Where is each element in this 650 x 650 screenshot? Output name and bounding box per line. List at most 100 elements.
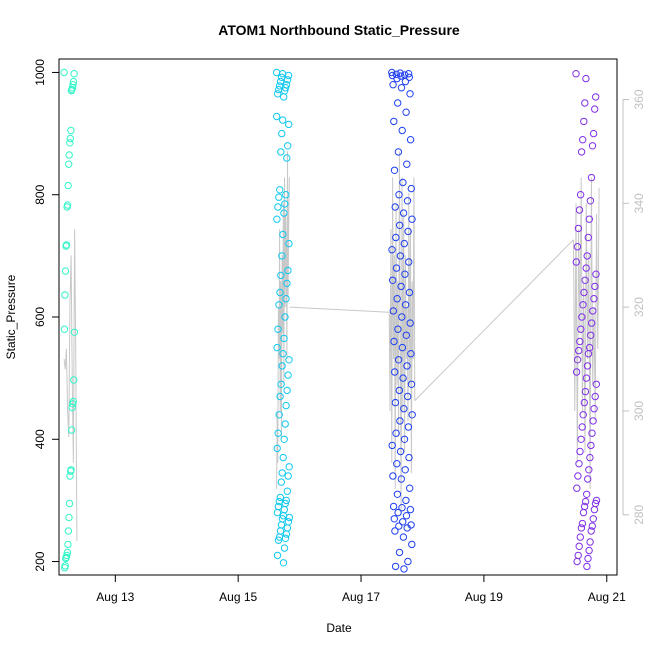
data-point [276, 186, 284, 194]
data-point [577, 524, 586, 532]
data-point [576, 191, 585, 199]
data-point [574, 472, 582, 480]
data-point [389, 307, 397, 315]
data-point [389, 502, 398, 511]
y-axis-label: Static_Pressure [4, 274, 18, 359]
data-point [395, 522, 403, 530]
data-point [402, 108, 410, 116]
data-point [284, 266, 292, 275]
data-point [402, 512, 411, 520]
data-point [399, 533, 408, 541]
data-point [582, 374, 591, 382]
secondary-series-line [289, 306, 390, 313]
data-point [275, 193, 283, 201]
data-point [408, 411, 416, 419]
data-point [64, 527, 73, 535]
data-point [284, 142, 292, 150]
data-point [395, 386, 403, 395]
data-point [69, 400, 77, 408]
data-point [406, 136, 415, 144]
data-point [281, 313, 289, 321]
data-point [582, 264, 590, 272]
secondary-series-line [63, 229, 78, 541]
data-point [282, 530, 291, 538]
data-point [284, 472, 292, 480]
data-point [390, 337, 398, 346]
data-point [389, 472, 397, 480]
data-point [394, 148, 403, 156]
data-point [277, 148, 285, 156]
data-point [392, 429, 400, 437]
data-point [588, 142, 597, 150]
data-point [273, 343, 281, 352]
data-point [63, 203, 71, 211]
data-point [390, 117, 398, 126]
data-point [581, 497, 590, 506]
data-point [393, 490, 402, 498]
data-point [588, 522, 596, 530]
data-point [580, 117, 588, 126]
data-point [400, 435, 409, 443]
data-point [589, 417, 597, 425]
data-point [278, 469, 286, 477]
data-point [398, 504, 406, 512]
secondary-series-lines [63, 151, 600, 541]
data-point [273, 551, 282, 560]
data-point [585, 215, 593, 223]
data-point [577, 325, 585, 333]
data-point [277, 380, 285, 388]
data-point [284, 371, 292, 379]
data-point [581, 387, 590, 396]
x-tick-label: Aug 17 [342, 590, 380, 604]
data-point [389, 81, 397, 89]
data-point [391, 562, 400, 571]
data-point [285, 356, 293, 364]
data-point [283, 524, 292, 532]
data-point [585, 466, 593, 474]
data-point [281, 84, 290, 92]
data-point [275, 411, 283, 419]
data-point [65, 160, 73, 168]
data-point [404, 557, 412, 566]
data-point [60, 564, 69, 572]
data-point [68, 403, 76, 412]
data-point [281, 534, 290, 542]
data-point [591, 282, 599, 291]
data-point [283, 279, 291, 288]
data-point [61, 291, 69, 299]
data-point [278, 252, 286, 260]
data-point [403, 362, 411, 370]
data-point [277, 271, 285, 280]
data-point [279, 230, 287, 239]
data-point [283, 76, 292, 84]
data-point [280, 334, 288, 343]
data-point [274, 203, 282, 211]
data-point [589, 129, 598, 138]
data-point [273, 112, 281, 121]
y-tick-label: 600 [33, 307, 47, 327]
data-point [64, 181, 72, 190]
data-point [590, 295, 598, 303]
data-point [579, 301, 587, 309]
data-point [580, 398, 588, 407]
data-point [592, 380, 600, 388]
data-point [583, 490, 591, 498]
data-point [583, 252, 591, 260]
data-point [575, 206, 584, 214]
data-point [283, 487, 291, 495]
data-point [388, 246, 396, 254]
data-point [61, 554, 70, 563]
data-point [396, 417, 404, 425]
data-point [391, 368, 399, 376]
data-point [60, 68, 68, 77]
data-point [576, 533, 584, 541]
data-point [284, 518, 293, 526]
data-point [65, 513, 73, 522]
data-point [586, 538, 594, 546]
x-tick-label: Aug 13 [96, 590, 134, 604]
data-point [276, 77, 285, 86]
data-point [403, 160, 411, 168]
data-point [407, 380, 416, 388]
data-point [277, 521, 286, 529]
data-point [67, 87, 76, 95]
